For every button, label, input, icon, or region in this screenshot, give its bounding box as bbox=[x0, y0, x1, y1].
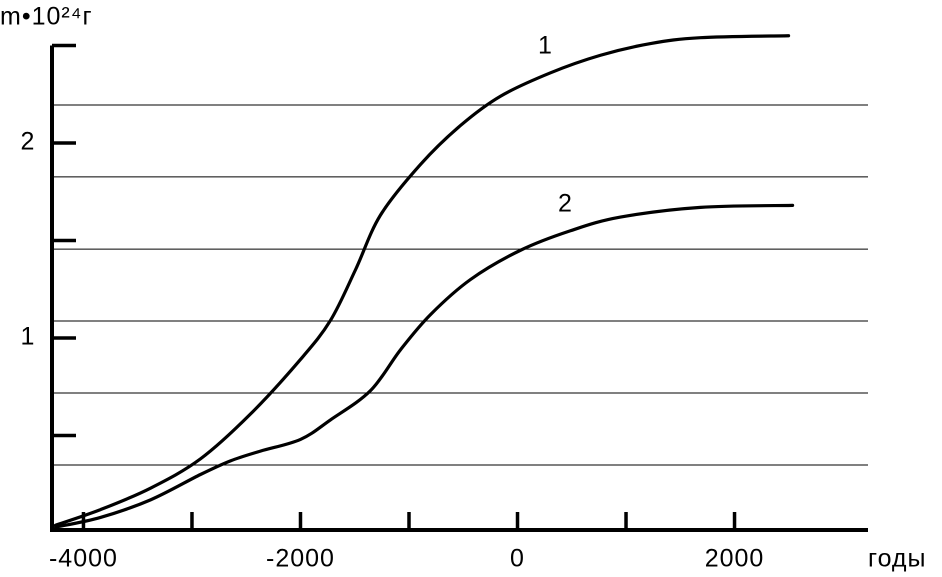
x-tick-label: 0 bbox=[510, 545, 525, 573]
x-tick-label: 2000 bbox=[705, 545, 765, 573]
x-tick-label: -2000 bbox=[266, 545, 335, 573]
y-tick-label: 1 bbox=[21, 323, 36, 351]
curve bbox=[53, 34, 791, 527]
series-label: 2 bbox=[558, 189, 573, 217]
series-label: 1 bbox=[538, 31, 553, 59]
x-tick-label: -4000 bbox=[49, 545, 118, 573]
y-axis-label: m•10²⁴г bbox=[0, 3, 93, 31]
x-axis-label: годы bbox=[868, 545, 926, 573]
y-tick-label: 2 bbox=[21, 128, 36, 156]
curve bbox=[53, 203, 795, 529]
